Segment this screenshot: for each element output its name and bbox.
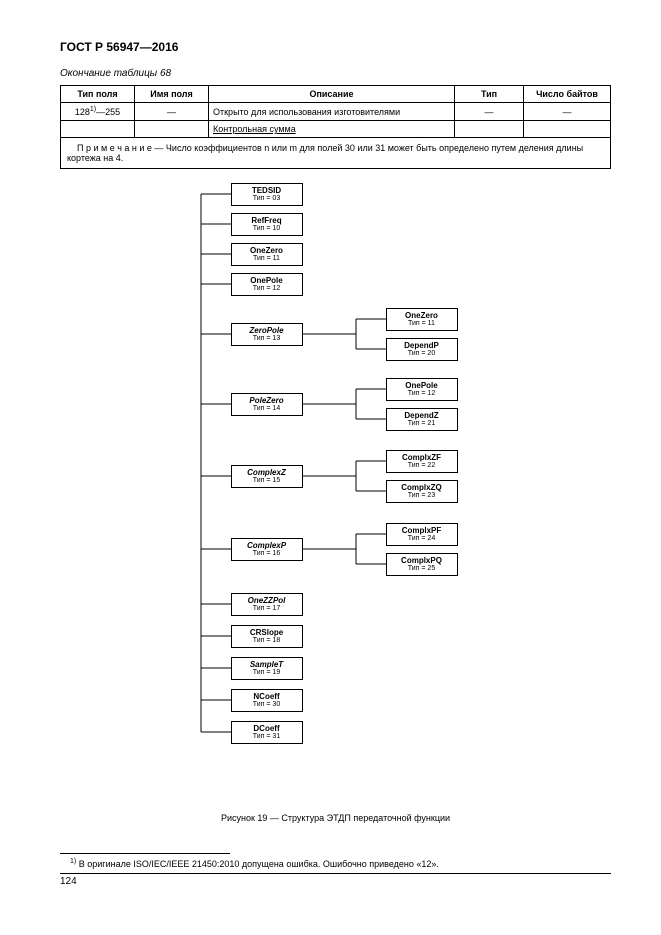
table-note-row: П р и м е ч а н и е — Число коэффициенто… xyxy=(61,138,611,169)
cell-field-type: 1281)—255 xyxy=(61,103,135,121)
diagram-node: ZeroPoleТип = 13 xyxy=(231,323,303,346)
diagram-node: DependZТип = 21 xyxy=(386,408,458,431)
cell-field-name xyxy=(135,121,209,138)
col-header: Имя поля xyxy=(135,86,209,103)
col-header: Тип поля xyxy=(61,86,135,103)
diagram-node: OnePoleТип = 12 xyxy=(386,378,458,401)
cell-bytes xyxy=(524,121,611,138)
data-table: Тип поля Имя поля Описание Тип Число бай… xyxy=(60,85,611,169)
cell-type: — xyxy=(455,103,524,121)
diagram-node: RefFreqТип = 10 xyxy=(231,213,303,236)
diagram-connectors xyxy=(126,183,546,803)
table-caption: Окончание таблицы 68 xyxy=(60,68,611,79)
col-header: Описание xyxy=(209,86,455,103)
doc-title: ГОСТ Р 56947—2016 xyxy=(60,40,611,54)
diagram-node: SampleTТип = 19 xyxy=(231,657,303,680)
diagram-node: ComplexZТип = 15 xyxy=(231,465,303,488)
diagram-node: CRSlopeТип = 18 xyxy=(231,625,303,648)
col-header: Число байтов xyxy=(524,86,611,103)
cell-field-type xyxy=(61,121,135,138)
diagram-node: NCoeffТип = 30 xyxy=(231,689,303,712)
cell-field-name: — xyxy=(135,103,209,121)
cell-type xyxy=(455,121,524,138)
table-header-row: Тип поля Имя поля Описание Тип Число бай… xyxy=(61,86,611,103)
diagram-node: OneZeroТип = 11 xyxy=(231,243,303,266)
diagram-node: OneZeroТип = 11 xyxy=(386,308,458,331)
diagram-node: ComplxPFТип = 24 xyxy=(386,523,458,546)
table-row: Контрольная сумма xyxy=(61,121,611,138)
diagram-node: PoleZeroТип = 14 xyxy=(231,393,303,416)
table-row: 1281)—255 — Открыто для использования из… xyxy=(61,103,611,121)
note-cell: П р и м е ч а н и е — Число коэффициенто… xyxy=(61,138,611,169)
cell-description: Открыто для использования изготовителями xyxy=(209,103,455,121)
footnote: 1) В оригинале ISO/IEC/IEEE 21450:2010 д… xyxy=(60,858,611,869)
figure-caption: Рисунок 19 — Структура ЭТДП передаточной… xyxy=(60,813,611,823)
diagram-node: OnePoleТип = 12 xyxy=(231,273,303,296)
cell-description: Контрольная сумма xyxy=(209,121,455,138)
diagram-node: ComplxPQТип = 25 xyxy=(386,553,458,576)
diagram: TEDSIDТип = 03 RefFreqТип = 10 OneZeroТип … xyxy=(126,183,546,803)
diagram-node: ComplxZQТип = 23 xyxy=(386,480,458,503)
diagram-node: ComplxZFТип = 22 xyxy=(386,450,458,473)
diagram-node: DependPТип = 20 xyxy=(386,338,458,361)
diagram-node: ComplexPТип = 16 xyxy=(231,538,303,561)
diagram-node: OneZZPolТип = 17 xyxy=(231,593,303,616)
diagram-node: DCoeffТип = 31 xyxy=(231,721,303,744)
page-number: 124 xyxy=(60,873,611,887)
cell-bytes: — xyxy=(524,103,611,121)
col-header: Тип xyxy=(455,86,524,103)
footnote-rule xyxy=(60,853,230,854)
diagram-node: TEDSIDТип = 03 xyxy=(231,183,303,206)
